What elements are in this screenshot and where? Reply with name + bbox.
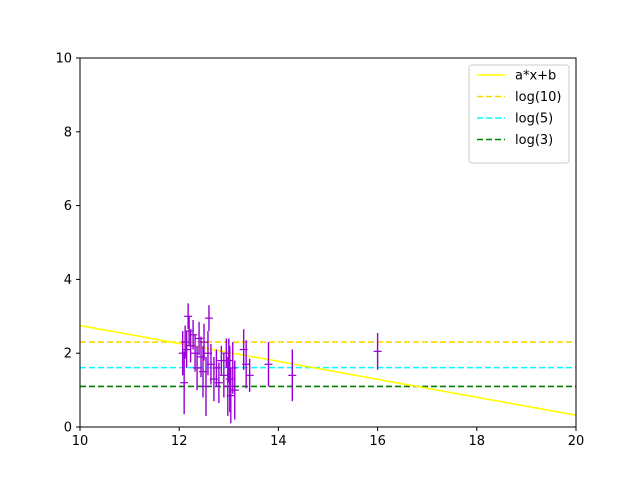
y-tick-label: 2	[64, 347, 72, 362]
x-tick-label: 14	[270, 434, 287, 449]
y-axis-ticks: 0 2 4 6 8 10	[55, 52, 80, 436]
data-point	[224, 338, 233, 383]
fit-line-group	[80, 324, 576, 416]
data-point	[185, 316, 194, 346]
x-tick-label: 18	[469, 434, 486, 449]
data-point	[288, 349, 297, 402]
axes-border	[79, 57, 577, 428]
x-tick-label: 12	[171, 434, 188, 449]
y-tick-label: 6	[64, 199, 72, 214]
data-point	[230, 360, 239, 420]
legend: a*x+b log(10) log(5) log(3)	[468, 64, 570, 164]
data-point	[226, 367, 235, 424]
data-point	[245, 358, 254, 392]
fit-line	[80, 324, 576, 416]
x-axis-ticks: 10 12 14 16 18 20	[72, 427, 585, 449]
legend-label: log(10)	[515, 90, 562, 105]
data-point	[180, 351, 189, 415]
y-tick-label: 8	[64, 125, 72, 140]
data-point	[214, 362, 223, 404]
x-tick-label: 20	[568, 434, 585, 449]
data-point	[264, 342, 273, 387]
x-tick-label: 10	[72, 434, 89, 449]
data-point	[373, 332, 382, 370]
y-tick-label: 10	[55, 52, 72, 67]
data-point	[195, 321, 204, 356]
legend-box	[468, 64, 570, 164]
data-point	[184, 303, 193, 330]
data-point	[182, 331, 191, 368]
data-point	[201, 356, 210, 416]
data-point	[200, 323, 208, 361]
legend-label: a*x+b	[515, 69, 556, 84]
x-tick-label: 16	[369, 434, 386, 449]
axes-frame	[79, 57, 577, 428]
data-points	[178, 303, 382, 424]
reference-lines	[80, 341, 576, 388]
y-tick-label: 4	[64, 273, 72, 288]
y-tick-label: 0	[64, 421, 72, 436]
legend-label: log(3)	[515, 133, 553, 148]
data-point	[242, 340, 251, 389]
data-point	[191, 334, 200, 372]
legend-label: log(5)	[515, 112, 553, 127]
data-point	[193, 345, 202, 391]
data-point	[219, 353, 228, 398]
data-point	[204, 305, 213, 332]
